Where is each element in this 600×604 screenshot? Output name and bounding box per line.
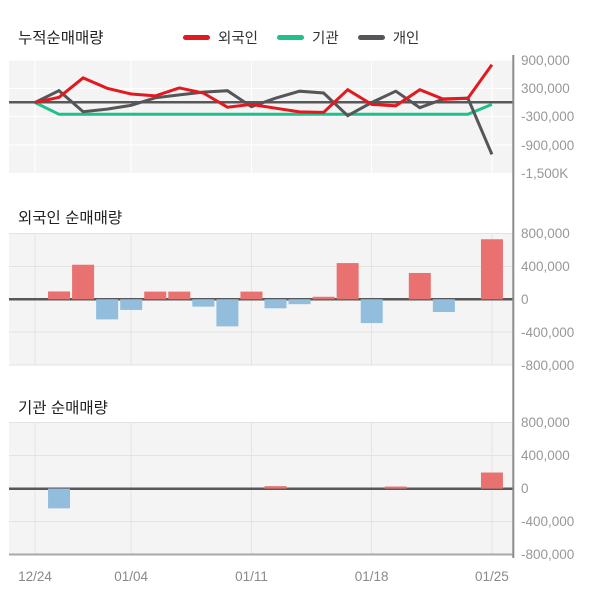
bar-positive [480, 239, 503, 300]
x-tick-label: 01/11 [235, 569, 268, 584]
y-tick-label: -400,000 [521, 514, 575, 529]
y-tick-label: -1,500K [521, 165, 569, 181]
bar-positive [168, 291, 191, 300]
y-tick-label: -400,000 [521, 324, 575, 340]
bar-positive [264, 486, 287, 489]
legend: 외국인 기관 개인 [183, 27, 419, 48]
x-tick-label: 01/18 [354, 569, 389, 584]
legend-swatch-icon [357, 35, 385, 40]
series-line-개인 [34, 88, 494, 155]
bar-positive [408, 272, 431, 300]
cumulative-chart-title: 누적순매매량 [18, 30, 104, 47]
y-tick-label: 800,000 [521, 226, 570, 241]
y-tick-label: 400,000 [521, 258, 570, 274]
y-tick-label: 300,000 [521, 80, 570, 96]
legend-swatch-icon [183, 35, 210, 40]
y-tick-label: 800,000 [521, 415, 570, 431]
legend-label: 기관 [312, 31, 339, 47]
legend-swatch-icon [277, 35, 305, 40]
y-tick-label: 0 [521, 481, 529, 497]
legend-label: 개인 [392, 31, 420, 47]
bar-negative [48, 488, 71, 509]
bar-negative [432, 299, 455, 312]
bar-negative [216, 299, 239, 327]
bar-negative [120, 299, 143, 310]
foreign-chart-title: 외국인 순매매량 [18, 210, 123, 227]
legend-label: 외국인 [218, 31, 259, 47]
bar-positive [240, 291, 263, 300]
x-tick-label: 01/04 [114, 569, 149, 584]
x-tick-label: 01/25 [474, 569, 509, 584]
bar-positive [480, 472, 503, 489]
bar-negative [264, 299, 287, 309]
y-tick-label: -300,000 [521, 109, 575, 125]
bar-negative [96, 299, 119, 320]
y-tick-label: -900,000 [521, 137, 575, 153]
bar-positive [144, 291, 167, 300]
bar-negative [192, 299, 215, 307]
y-tick-label: -800,000 [521, 547, 575, 562]
bar-positive [48, 291, 71, 300]
series-line-외국인 [34, 63, 494, 114]
bar-positive [384, 486, 407, 489]
bar-negative [360, 299, 383, 324]
series-line-기관 [34, 101, 493, 116]
bar-positive [336, 263, 359, 300]
y-tick-label: 0 [521, 291, 529, 307]
legend-item: 기관 [277, 27, 339, 48]
bar-positive [72, 264, 95, 300]
bar-positive [312, 296, 335, 300]
institution-chart-title: 기관 순매매량 [18, 400, 108, 417]
bar-negative [288, 299, 311, 305]
x-tick-label: 12/24 [18, 569, 52, 584]
legend-item: 개인 [357, 27, 420, 48]
y-tick-label: 400,000 [521, 448, 570, 464]
y-tick-label: 900,000 [521, 52, 570, 68]
legend-item: 외국인 [183, 27, 258, 48]
y-tick-label: -800,000 [521, 357, 575, 373]
y-axis-line [512, 55, 515, 558]
